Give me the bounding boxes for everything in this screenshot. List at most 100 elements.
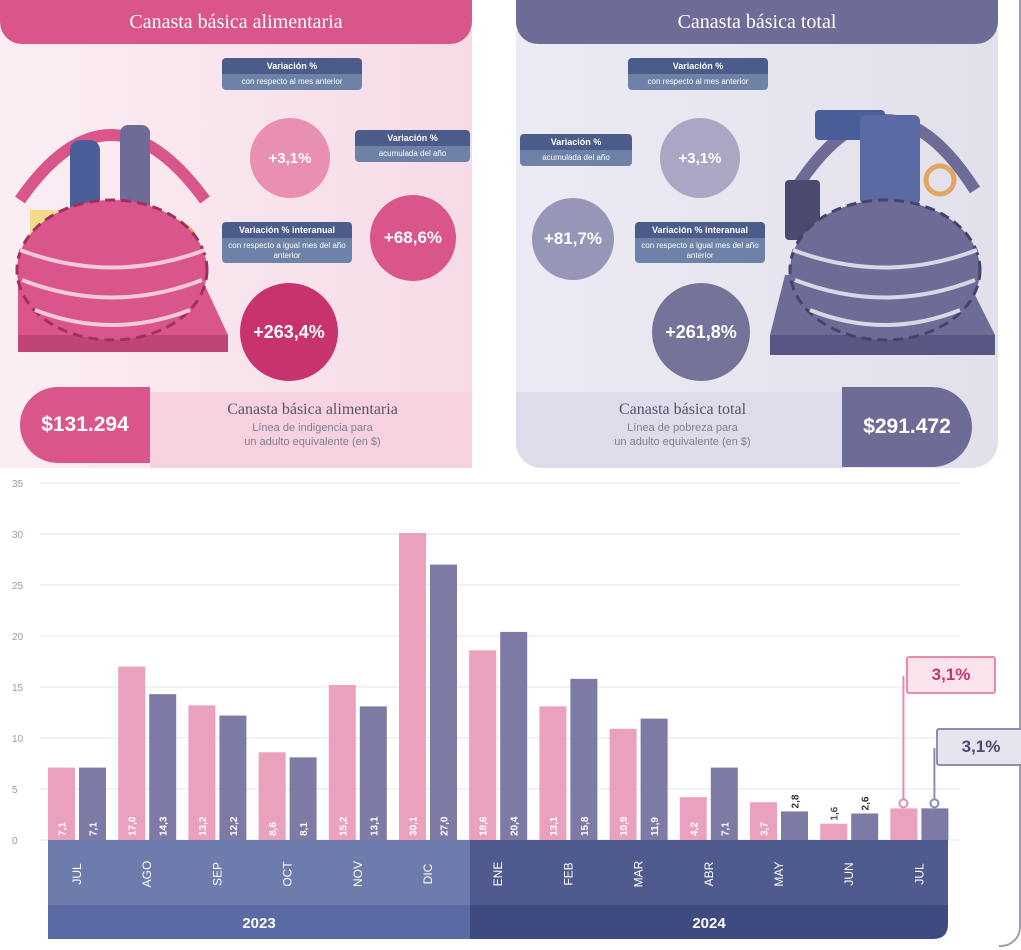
bar-cbt [921, 808, 949, 840]
bar-cba [469, 650, 497, 840]
monthly-variation-chart: 0 5 10 15 20 25 30 35 2023 2024 7,1 7,1 JUL 17,0 14,3 A… [12, 479, 960, 939]
bar-cbt [500, 631, 528, 840]
bar-cba-label: 30,1 [409, 816, 420, 836]
month-label: MAR [632, 860, 646, 887]
cba-price-caption: Canasta básica alimentaria Línea de indi… [227, 401, 398, 449]
month-label: JUL [70, 863, 84, 885]
bar-cba-label: 4,2 [689, 822, 700, 836]
month-label: JUL [912, 863, 926, 885]
cba-interanual-label: Variación % interanual con respecto a ig… [222, 222, 352, 263]
bar-cbt [289, 757, 317, 840]
bar-cba [48, 767, 75, 840]
bar-cba [539, 706, 567, 840]
year-band-2024 [470, 905, 948, 939]
month-label: NOV [351, 861, 365, 887]
bar-cbt-label: 11,9 [650, 817, 661, 836]
bar-cba-label: 8,6 [268, 822, 279, 836]
bar-cba-label: 15,2 [338, 816, 349, 836]
bar-cba-label: 13,1 [549, 816, 560, 836]
bar-cba-label: 3,7 [760, 822, 771, 836]
bar-cba [609, 728, 637, 840]
cba-acumulada-label: Variación % acumulada del año [355, 130, 470, 162]
month-label: JUN [842, 862, 856, 885]
bar-cba-label: 18,6 [479, 816, 490, 836]
cbt-price-bg [516, 392, 842, 468]
cbt-mensual-value: +3,1% [660, 118, 740, 198]
cba-mensual-value: +3,1% [250, 118, 330, 198]
food-basket-illustration [15, 125, 228, 352]
bar-cbt-label: 2,6 [861, 796, 872, 810]
bar-cba [820, 823, 848, 840]
cbt-july-callout: 3,1% [936, 728, 1021, 766]
month-label: ABR [702, 861, 716, 886]
year-label: 2024 [692, 915, 726, 932]
month-label: OCT [281, 861, 295, 887]
month-label: ENE [491, 862, 505, 887]
month-label: SEP [210, 862, 224, 886]
year-band-2023 [48, 905, 470, 939]
cbt-interanual-label: Variación % interanual con respecto a ig… [635, 222, 765, 263]
month-label: AGO [140, 861, 154, 888]
bar-cbt-label: 2,8 [791, 794, 802, 808]
bar-cba [750, 802, 777, 840]
bar-cbt [640, 718, 668, 840]
bar-cba [188, 705, 216, 840]
bar-cbt [710, 767, 738, 840]
cba-price-bg [150, 392, 472, 468]
bar-cbt-label: 15,8 [580, 816, 591, 836]
cba-callout-dot [898, 798, 909, 809]
y-tick-label: 25 [12, 581, 24, 592]
cbt-acumulada-label: Variación % acumulada del año [520, 134, 632, 166]
bar-cbt-label: 20,4 [510, 816, 521, 836]
cbt-price: $291.472 [842, 387, 972, 467]
bar-cbt [219, 715, 247, 840]
bar-cba-label: 13,2 [198, 816, 209, 836]
cba-header: Canasta básica alimentaria [0, 0, 472, 44]
bar-cbt [851, 813, 879, 840]
frame-border [999, 0, 1021, 947]
bar-cba-label: 1,6 [830, 806, 841, 820]
cba-july-callout: 3,1% [906, 656, 996, 694]
bar-cba [118, 666, 146, 840]
bar-cbt-label: 12,2 [229, 816, 240, 836]
bar-cba [679, 797, 707, 840]
cba-mensual-label: Variación % con respecto al mes anterior [222, 58, 362, 90]
bar-cbt [781, 811, 808, 840]
month-axis-band-2024 [470, 840, 948, 905]
cbt-header: Canasta básica total [516, 0, 998, 44]
bar-cbt-label: 13,1 [369, 816, 380, 836]
bar-cba-label: 7,1 [58, 822, 69, 836]
bar-cbt [79, 767, 106, 840]
bar-cbt-label: 14,3 [159, 816, 170, 836]
cba-acumulada-value: +68,6% [370, 195, 456, 281]
y-tick-label: 10 [12, 734, 24, 745]
bar-cbt [430, 564, 457, 840]
month-label: DIC [421, 863, 435, 884]
bar-cbt [149, 694, 177, 840]
bar-cba [258, 752, 286, 840]
bar-cbt-label: 7,1 [89, 822, 100, 836]
cba-interanual-value: +263,4% [240, 283, 338, 381]
cba-price: $131.294 [20, 387, 150, 463]
bar-cba-label: 10,9 [619, 816, 630, 836]
cbt-interanual-value: +261,8% [652, 283, 750, 381]
cbt-price-caption: Canasta básica total Línea de pobreza pa… [614, 401, 751, 449]
bar-cba [328, 684, 356, 840]
bar-cba [399, 532, 426, 840]
y-tick-label: 15 [12, 683, 24, 694]
y-tick-label: 30 [12, 530, 24, 541]
bar-cbt [570, 678, 598, 840]
y-tick-label: 20 [12, 632, 24, 643]
bar-cbt-label: 7,1 [720, 822, 731, 836]
y-tick-label: 35 [12, 479, 24, 490]
cbt-acumulada-value: +81,7% [532, 198, 614, 280]
bar-cbt-label: 27,0 [440, 816, 451, 836]
bar-cbt-label: 8,1 [299, 822, 310, 836]
cbt-mensual-label: Variación % con respecto al mes anterior [628, 58, 768, 90]
y-tick-label: 0 [12, 836, 18, 847]
cbt-callout-dot [929, 798, 940, 809]
bar-cbt [359, 706, 387, 840]
month-label: MAY [772, 861, 786, 886]
bar-cba-label: 17,0 [128, 816, 139, 836]
month-label: FEB [561, 862, 575, 885]
